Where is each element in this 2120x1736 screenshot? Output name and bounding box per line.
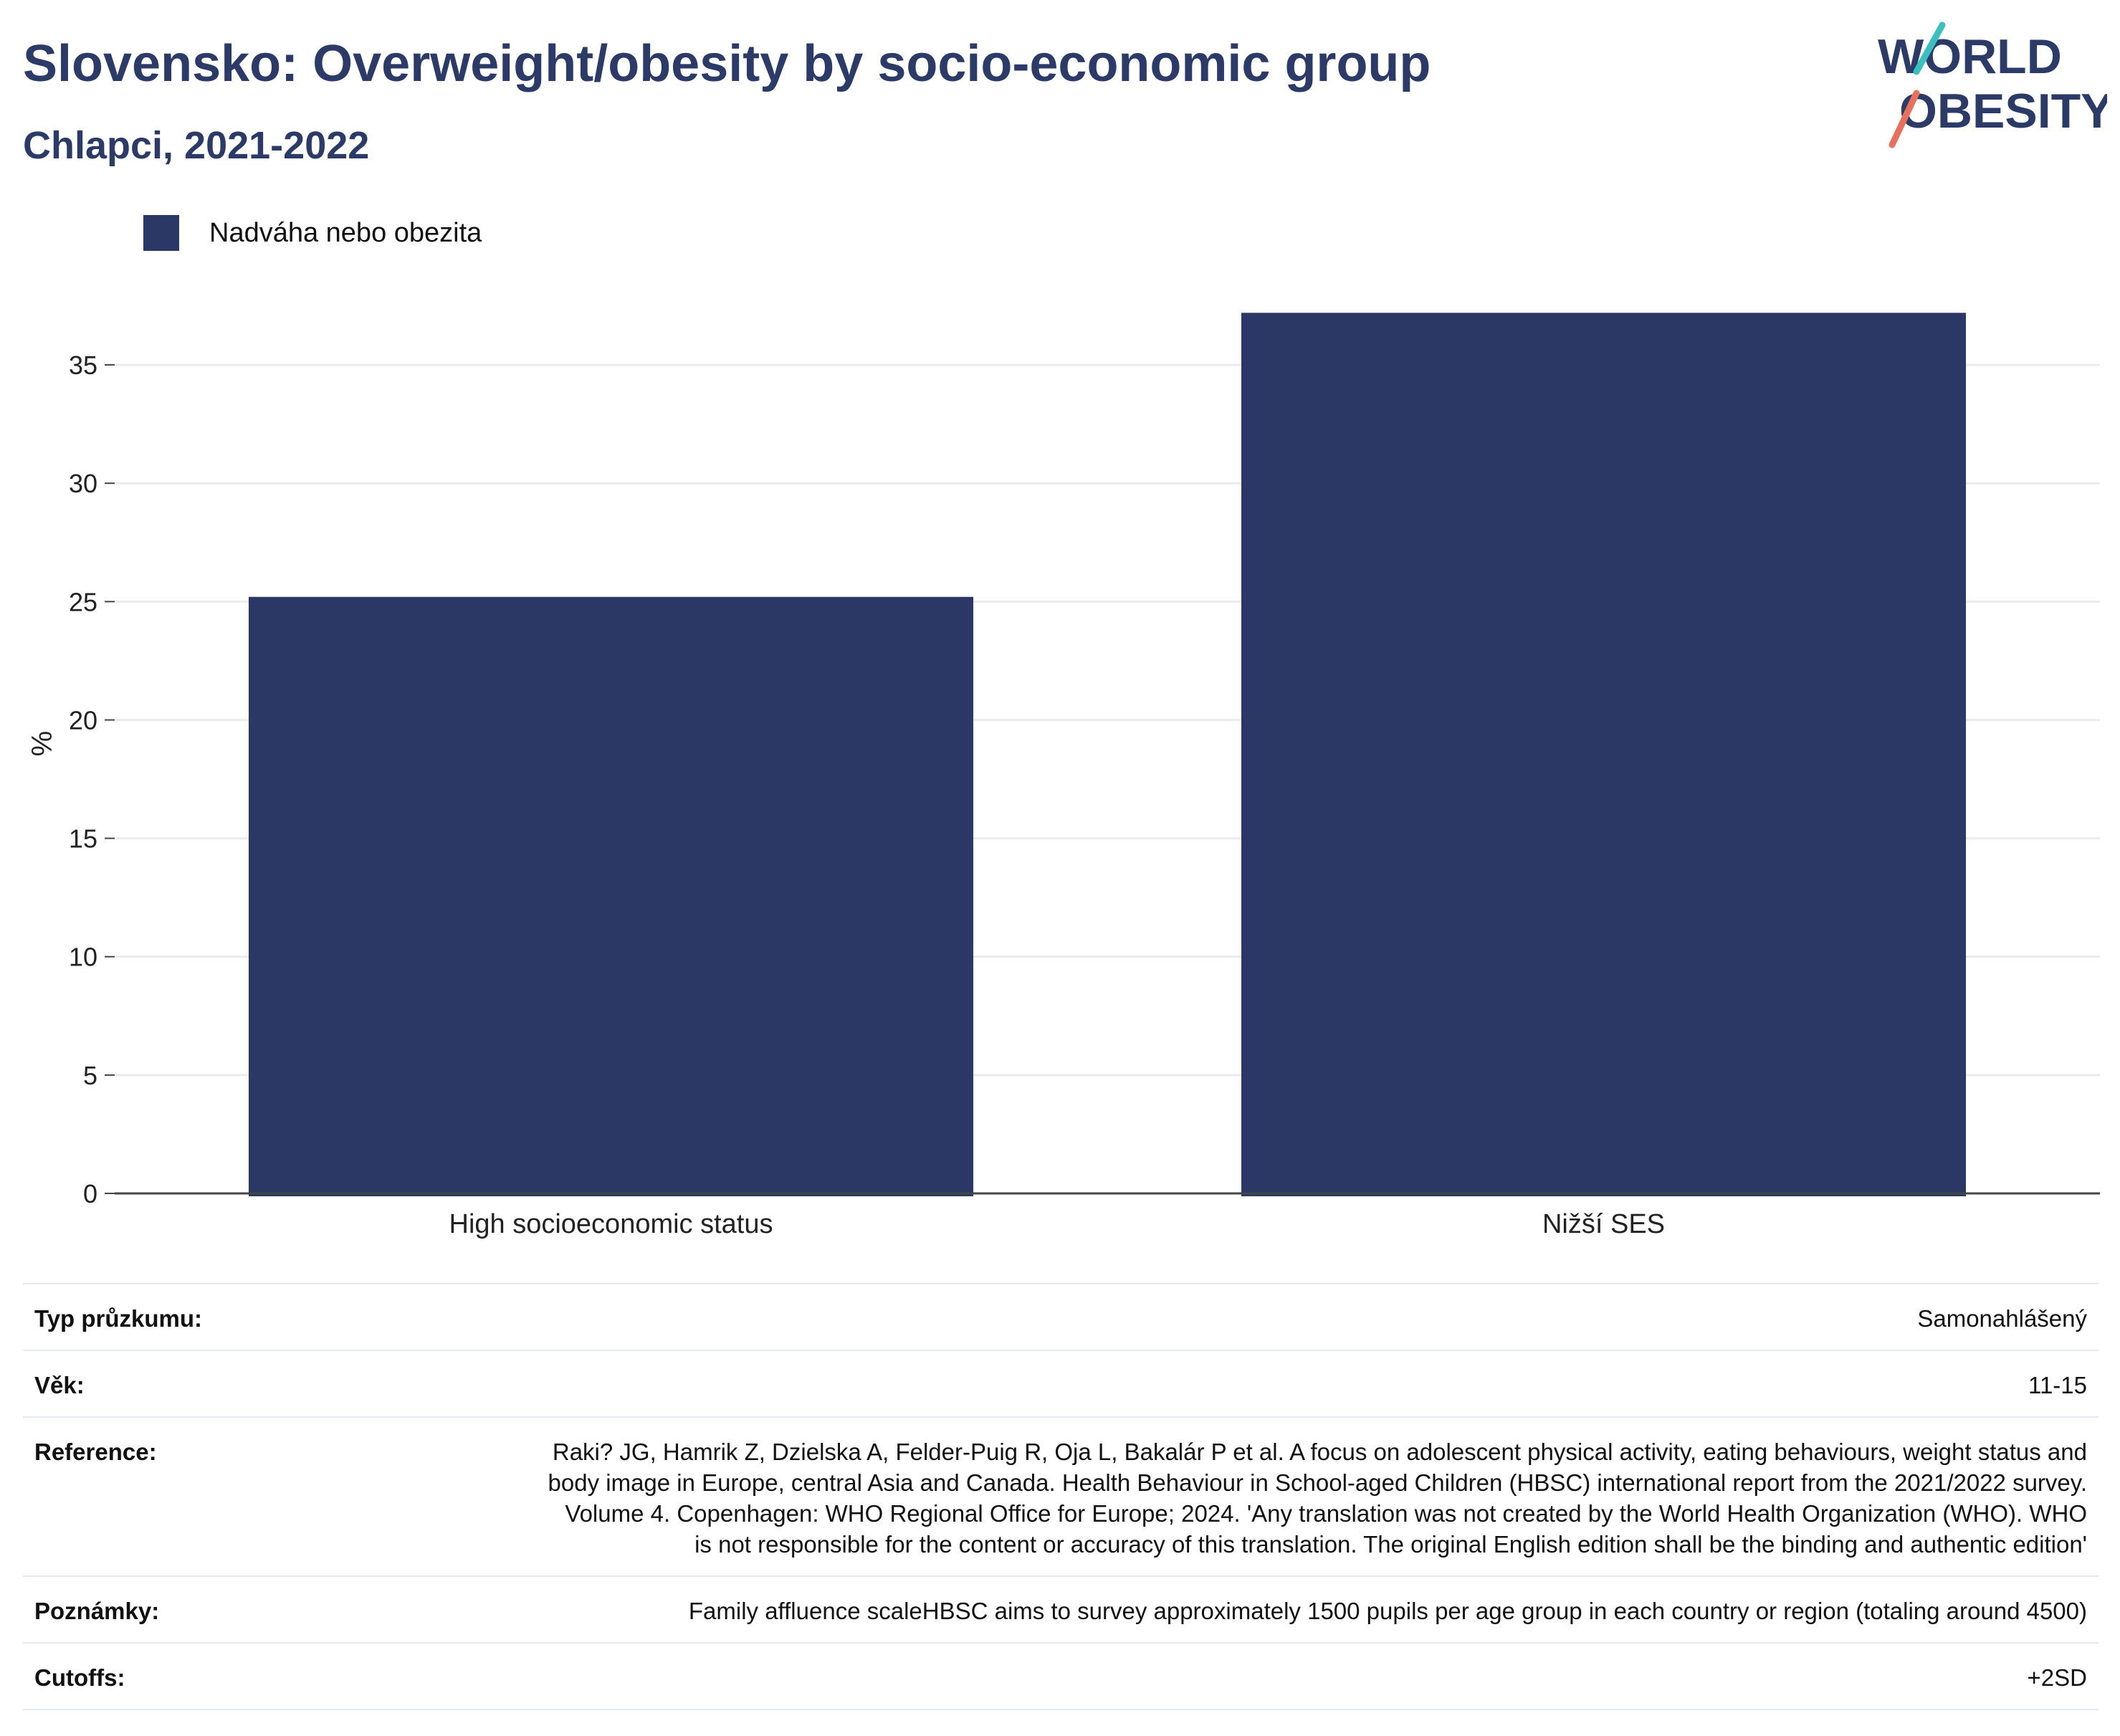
y-tick-label: 0 [83,1179,97,1208]
legend-label: Nadváha nebo obezita [209,217,482,248]
info-label: Věk: [34,1372,85,1398]
chart-legend: Nadváha nebo obezita [143,215,482,251]
y-tick-label: 10 [69,943,97,972]
bar-chart: 0 5 10 15 20 25 30 35% High socioeconomic status… [27,313,2100,1239]
logo-word-2: OBESITY [1899,84,2107,138]
info-row-survey-type: Typ průzkumu: Samonahlášený [23,1283,2098,1350]
info-row-reference: Reference: Raki? JG, Hamrik Z, Dzielska … [23,1416,2098,1575]
info-value: +2SD [2027,1664,2087,1691]
y-tick-label: 35 [69,350,97,380]
info-row-notes: Poznámky: Family affluence scaleHBSC aim… [23,1575,2098,1642]
bar [248,596,974,1196]
info-row-cutoffs: Cutoffs: +2SD [23,1642,2098,1710]
info-value: Raki? JG, Hamrik Z, Dzielska A, Felder-P… [548,1439,2087,1558]
chart-subtitle: Chlapci, 2021-2022 [23,124,370,167]
info-label: Typ průzkumu: [34,1305,203,1332]
world-obesity-logo: WORLD OBESITY [1878,22,2107,148]
info-label: Poznámky: [34,1598,160,1624]
info-label: Reference: [34,1439,157,1465]
logo-word-1: WORLD [1878,29,2062,84]
legend-swatch [143,215,179,251]
info-value: Family affluence scaleHBSC aims to surve… [688,1598,2087,1624]
y-tick-label: 5 [83,1061,97,1090]
info-value: 11-15 [2028,1372,2087,1398]
info-value: Samonahlášený [1917,1305,2087,1332]
logo-teal-slash [1913,22,1946,75]
y-tick-label: 25 [69,587,97,616]
bar [1241,313,1967,1197]
logo-coral-slash [1889,90,1920,148]
y-tick-label: 30 [69,469,97,498]
info-row-age: Věk: 11-15 [23,1350,2098,1416]
y-axis-label: % [27,731,58,757]
chart-title: Slovensko: Overweight/obesity by socio-e… [23,35,1431,92]
y-tick-label: 15 [69,824,97,854]
y-tick-label: 20 [69,705,97,735]
x-tick-label: High socioeconomic status [449,1209,773,1239]
info-label: Cutoffs: [34,1664,125,1691]
x-tick-label: Nižší SES [1542,1209,1665,1239]
metadata-table: Typ průzkumu: Samonahlášený Věk: 11-15 R… [23,1283,2098,1710]
